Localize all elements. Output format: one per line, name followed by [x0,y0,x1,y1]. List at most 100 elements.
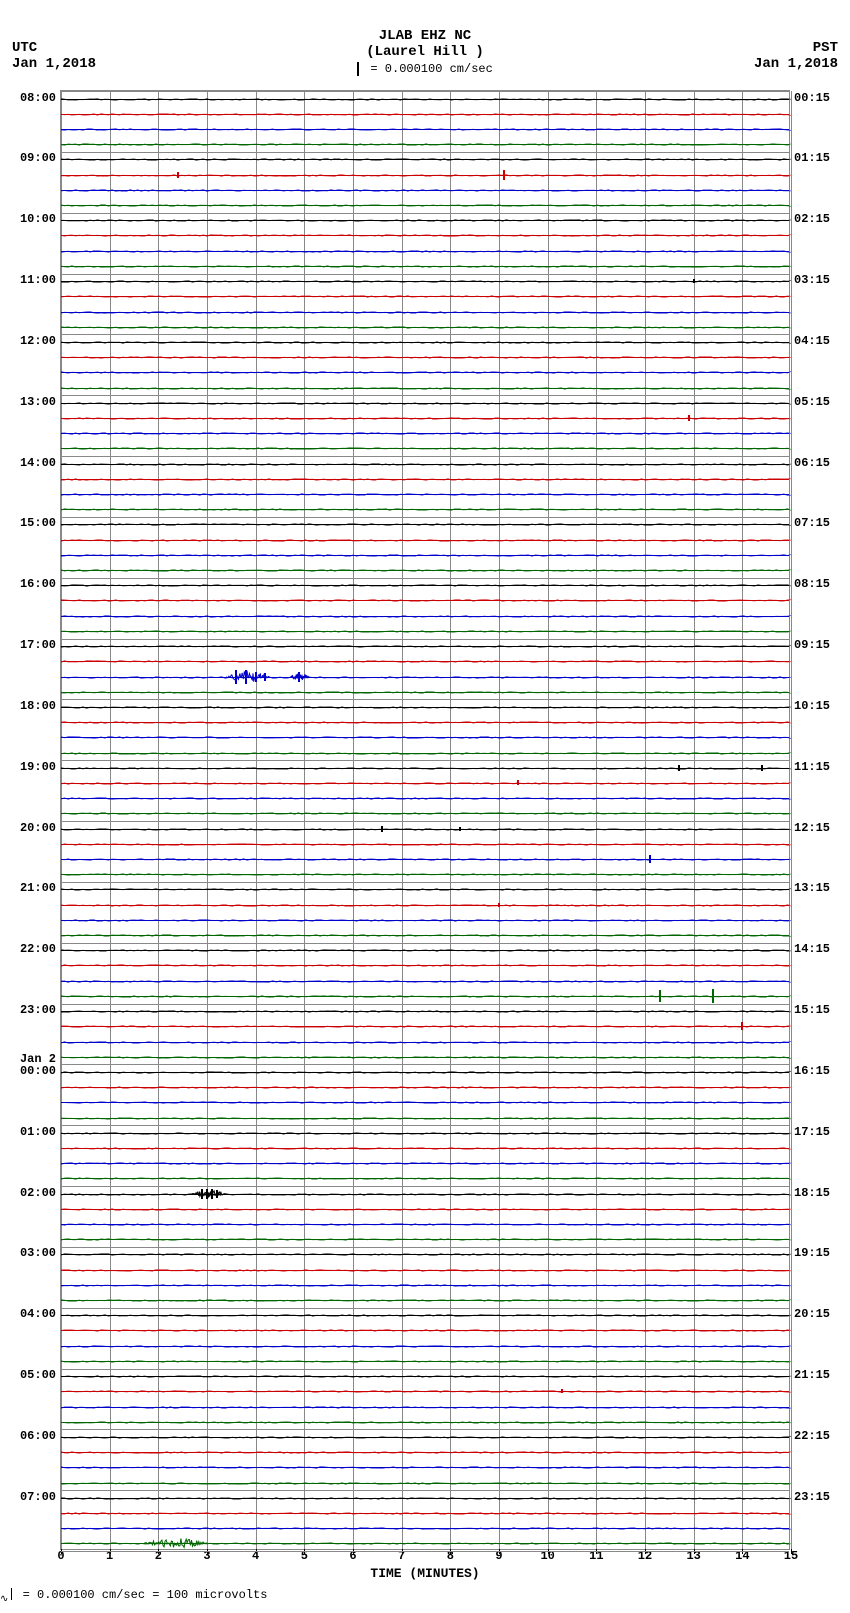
utc-time-label: 21:00 [6,881,56,895]
pst-time-label: 10:15 [794,699,844,713]
trace-noise [61,417,789,420]
hgrid [61,152,789,153]
pst-time-label: 03:15 [794,273,844,287]
trace-noise [61,174,789,177]
pst-time-label: 06:15 [794,456,844,470]
hgrid [61,1186,789,1187]
trace-noise [61,402,789,405]
trace-noise [61,219,789,222]
seismic-spike [561,1389,563,1393]
trace-noise [61,1284,789,1287]
trace-noise [61,828,789,831]
utc-time-label: 13:00 [6,395,56,409]
trace-noise [61,706,789,709]
trace-noise [61,569,789,572]
seismic-spike [659,990,661,1002]
seismic-spike [459,827,461,831]
trace-noise [61,326,789,329]
pst-time-label: 17:15 [794,1125,844,1139]
utc-time-label: 19:00 [6,760,56,774]
trace-noise [61,493,789,496]
utc-time-label: 12:00 [6,334,56,348]
trace-noise [61,1497,789,1500]
hgrid [61,517,789,518]
hgrid [61,699,789,700]
utc-time-label: 11:00 [6,273,56,287]
trace-noise [61,1132,789,1135]
trace-noise [61,1421,789,1424]
trace-noise [61,919,789,922]
trace-noise [61,995,789,998]
hgrid [61,395,789,396]
seismic-spike [177,172,179,178]
utc-time-label: 17:00 [6,638,56,652]
trace-noise [61,1010,789,1013]
seismic-spike [761,765,763,771]
trace-noise [61,1299,789,1302]
trace-noise [61,1527,789,1530]
trace-noise [61,782,789,785]
utc-time-label: 02:00 [6,1186,56,1200]
utc-time-label: 08:00 [6,91,56,105]
trace-noise [61,812,789,815]
trace-noise [61,98,789,101]
trace-noise [61,387,789,390]
pst-time-label: 19:15 [794,1246,844,1260]
pst-time-label: 14:15 [794,942,844,956]
trace-noise [61,295,789,298]
seismic-spike [678,765,680,771]
seismic-burst [290,673,309,681]
utc-time-label: 00:00 [6,1064,56,1078]
trace-noise [61,508,789,511]
utc-time-label: 20:00 [6,821,56,835]
pst-time-label: 05:15 [794,395,844,409]
utc-time-label: 05:00 [6,1368,56,1382]
utc-time-label: 09:00 [6,151,56,165]
trace-noise [61,1253,789,1256]
pst-time-label: 02:15 [794,212,844,226]
pst-time-label: 22:15 [794,1429,844,1443]
seismic-burst [226,671,270,683]
trace-noise [61,980,789,983]
trace-noise [61,964,789,967]
seismic-spike [517,780,519,785]
trace-noise [61,584,789,587]
pst-time-label: 11:15 [794,760,844,774]
trace-noise [61,204,789,207]
trace-noise [61,523,789,526]
trace-noise [61,858,789,861]
trace-noise [61,1223,789,1226]
pst-time-label: 20:15 [794,1307,844,1321]
trace-noise [61,1314,789,1317]
trace-noise [61,1193,789,1196]
hgrid [61,213,789,214]
hgrid [61,1064,789,1065]
utc-time-label: 10:00 [6,212,56,226]
seismic-spike [381,826,383,832]
plot-area: 0123456789101112131415 [60,90,790,1550]
pst-time-label: 13:15 [794,881,844,895]
trace-noise [61,752,789,755]
trace-noise [61,645,789,648]
trace-noise [61,630,789,633]
hgrid [61,334,789,335]
pst-time-label: 12:15 [794,821,844,835]
trace-noise [61,128,789,131]
trace-noise [61,843,789,846]
pst-time-label: 00:15 [794,91,844,105]
footer-scale: ∿ = 0.000100 cm/sec = 100 microvolts [0,1588,267,1605]
seismic-spike [741,1022,743,1030]
hgrid [61,821,789,822]
seismic-spike [649,855,651,863]
seismic-spike [688,415,690,421]
trace-noise [61,1466,789,1469]
hgrid [61,943,789,944]
trace-noise [61,1390,789,1393]
pst-time-label: 18:15 [794,1186,844,1200]
trace-noise [61,599,789,602]
trace-noise [61,1360,789,1363]
trace-noise [61,1071,789,1074]
hgrid [61,760,789,761]
trace-noise [61,660,789,663]
hgrid [61,91,789,92]
